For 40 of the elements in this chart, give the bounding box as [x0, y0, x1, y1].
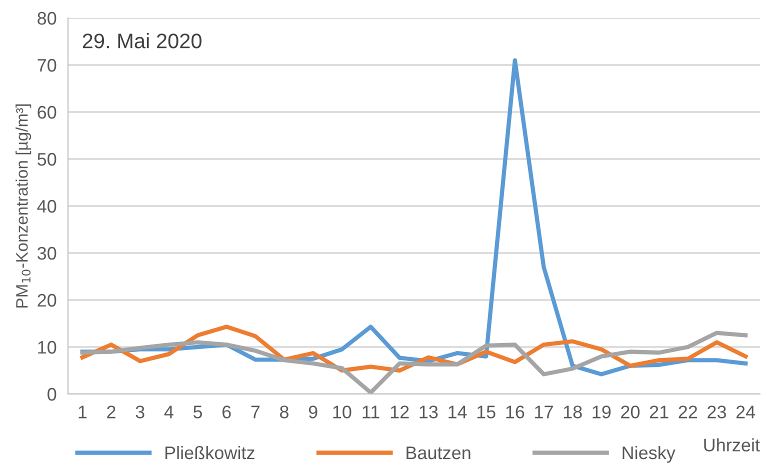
legend-label: Niesky	[622, 446, 676, 463]
legend-label: Pließkowitz	[165, 446, 254, 460]
x-tick-label: 11	[362, 406, 380, 418]
y-tick-label: 10	[38, 340, 56, 354]
x-tick-label: 18	[564, 406, 582, 418]
x-tick-label: 17	[535, 406, 553, 418]
x-tick-label: 14	[448, 406, 467, 418]
x-tick-label: 20	[621, 406, 640, 418]
x-tick-label: 8	[280, 406, 288, 418]
y-tick-label: 70	[38, 58, 56, 72]
y-tick-label: 50	[38, 152, 56, 166]
y-tick-label: 60	[38, 106, 56, 119]
x-tick-label: 9	[308, 406, 318, 418]
x-tick-label: 21	[650, 406, 668, 418]
x-tick-label: 2	[107, 406, 116, 418]
y-tick-label: 0	[48, 388, 56, 401]
x-tick-label: 16	[506, 406, 524, 418]
y-axis-title: PM$_{10}$-Konzentration [µg/m³]	[16, 104, 32, 308]
x-tick-label: 19	[592, 406, 611, 418]
x-tick-label: 13	[420, 406, 438, 418]
x-tick-label: 4	[164, 406, 174, 418]
x-tick-label: 1	[78, 406, 87, 418]
y-tick-label: 30	[37, 246, 56, 260]
x-tick-label: 5	[193, 406, 202, 418]
x-tick-label: 10	[333, 406, 352, 418]
x-tick-label: 23	[708, 406, 726, 418]
y-tick-label: 80	[38, 12, 56, 25]
line-series	[80, 330, 748, 394]
x-tick-label: 6	[222, 406, 231, 418]
legend-label: Bautzen	[406, 446, 470, 460]
x-axis-title: Uhrzeit	[704, 438, 760, 452]
x-tick-label: 7	[251, 406, 260, 418]
x-tick-label: 15	[477, 406, 496, 418]
annotation: 29. Mai 2020	[82, 33, 202, 48]
y-tick-label: 40	[37, 200, 56, 213]
x-tick-label: 12	[390, 406, 409, 418]
x-tick-label: 24	[736, 406, 756, 418]
x-tick-label: 3	[136, 406, 144, 418]
y-tick-label: 20	[38, 294, 56, 307]
x-tick-label: 22	[678, 406, 698, 418]
